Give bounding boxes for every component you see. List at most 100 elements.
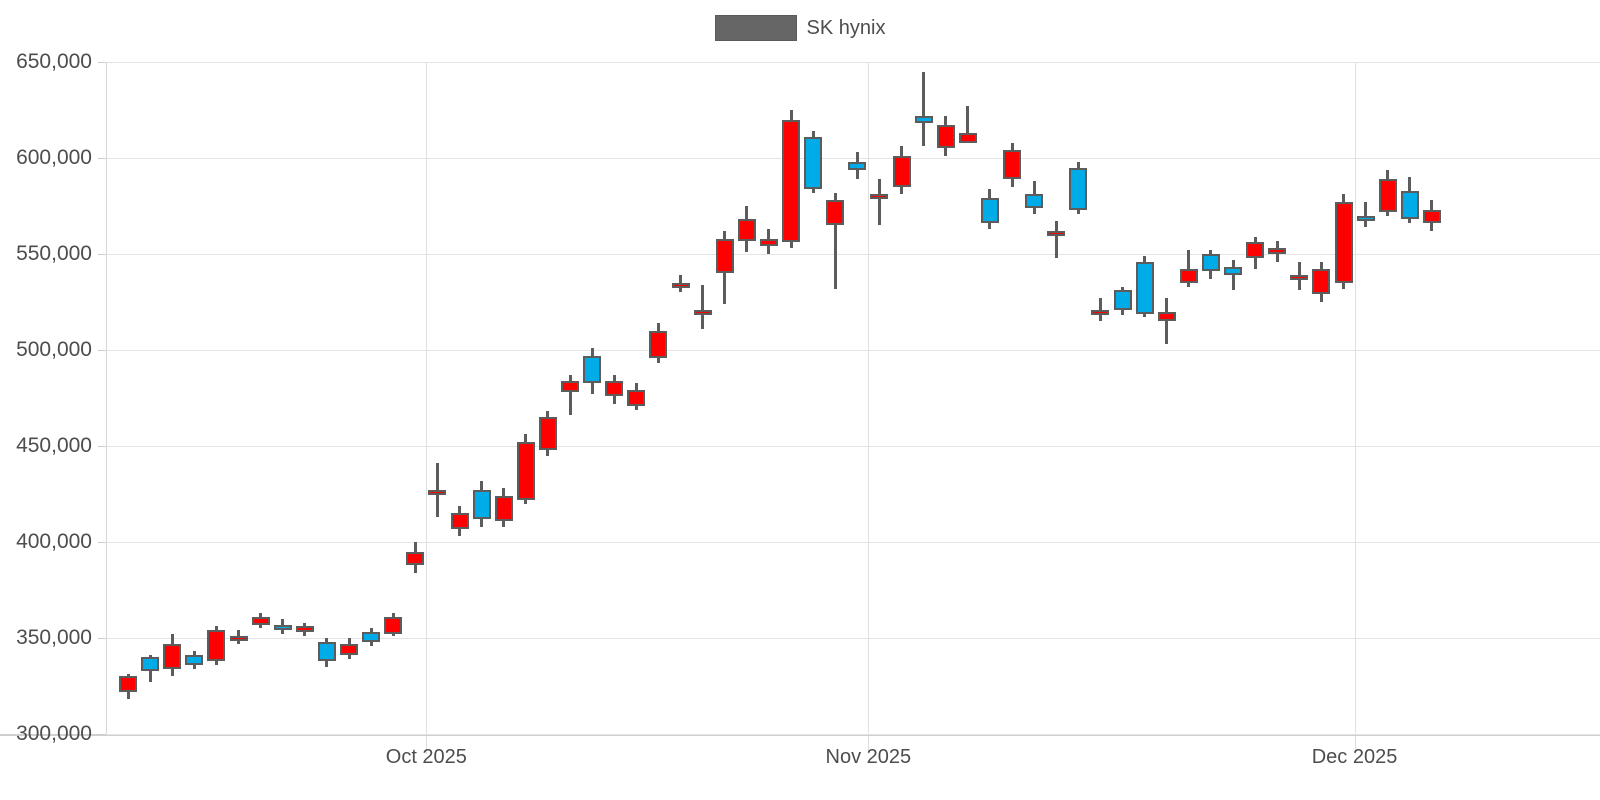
- candlestick[interactable]: [1091, 62, 1110, 734]
- candle-body: [1047, 230, 1066, 236]
- candlestick[interactable]: [251, 62, 270, 734]
- candlestick[interactable]: [1268, 62, 1287, 734]
- candlestick[interactable]: [538, 62, 557, 734]
- candlestick[interactable]: [494, 62, 513, 734]
- candlestick[interactable]: [737, 62, 756, 734]
- candlestick[interactable]: [1201, 62, 1220, 734]
- candle-body: [450, 513, 469, 529]
- candle-body: [1224, 267, 1242, 276]
- gridline-horizontal: [106, 350, 1600, 351]
- candlestick[interactable]: [759, 62, 778, 734]
- candle-body: [649, 330, 668, 358]
- candlestick[interactable]: [583, 62, 602, 734]
- candle-body: [1268, 248, 1287, 254]
- candlestick[interactable]: [119, 62, 137, 734]
- candlestick[interactable]: [1113, 62, 1132, 734]
- candlestick[interactable]: [384, 62, 403, 734]
- candle-wick: [568, 374, 572, 416]
- candlestick[interactable]: [804, 62, 823, 734]
- candlestick[interactable]: [1290, 62, 1309, 734]
- candlestick[interactable]: [782, 62, 800, 734]
- candlestick[interactable]: [980, 62, 999, 734]
- candlestick[interactable]: [317, 62, 336, 734]
- legend-label: SK hynix: [806, 16, 886, 39]
- candlestick[interactable]: [1246, 62, 1265, 734]
- candle-body: [583, 355, 602, 383]
- candlestick[interactable]: [715, 62, 734, 734]
- candlestick[interactable]: [1025, 62, 1044, 734]
- candle-body: [1246, 242, 1265, 258]
- candle-body: [185, 655, 204, 665]
- plot-area: [98, 62, 1600, 735]
- candle-body: [494, 495, 513, 521]
- y-axis-tick: [98, 62, 106, 63]
- candlestick[interactable]: [892, 62, 911, 734]
- candlestick[interactable]: [627, 62, 646, 734]
- y-axis-label: 550,000: [16, 242, 92, 265]
- x-axis-label: Dec 2025: [1311, 746, 1398, 768]
- y-axis-label: 400,000: [16, 530, 92, 553]
- candle-body: [627, 390, 646, 406]
- candlestick[interactable]: [472, 62, 491, 734]
- candlestick[interactable]: [1047, 62, 1066, 734]
- legend-item-sk-hynix[interactable]: SK hynix: [714, 15, 886, 41]
- candlestick[interactable]: [141, 62, 160, 734]
- candlestick[interactable]: [185, 62, 204, 734]
- candle-body: [428, 490, 447, 496]
- candle-body: [1201, 254, 1220, 272]
- candle-body: [1113, 290, 1132, 310]
- candlestick[interactable]: [163, 62, 182, 734]
- candlestick[interactable]: [1003, 62, 1021, 734]
- candlestick[interactable]: [605, 62, 624, 734]
- candle-wick: [1165, 298, 1169, 345]
- candlestick[interactable]: [936, 62, 955, 734]
- candle-body: [1312, 269, 1331, 295]
- candlestick[interactable]: [406, 62, 425, 734]
- candle-body: [715, 238, 734, 274]
- candlestick[interactable]: [914, 62, 933, 734]
- candlestick[interactable]: [1135, 62, 1154, 734]
- candle-body: [1179, 269, 1198, 283]
- x-axis-label: Oct 2025: [385, 746, 467, 768]
- candle-body: [472, 490, 491, 519]
- candle-body: [958, 133, 977, 143]
- gridline-horizontal: [106, 542, 1600, 543]
- candlestick[interactable]: [1312, 62, 1331, 734]
- candle-wick: [701, 284, 705, 329]
- candlestick[interactable]: [273, 62, 292, 734]
- candlestick[interactable]: [207, 62, 226, 734]
- candle-body: [1356, 215, 1375, 222]
- candlestick[interactable]: [428, 62, 447, 734]
- candlestick[interactable]: [561, 62, 579, 734]
- candle-body: [561, 380, 579, 393]
- candlestick[interactable]: [1422, 62, 1441, 734]
- candlestick[interactable]: [340, 62, 358, 734]
- candlestick[interactable]: [693, 62, 712, 734]
- y-axis-tick: [98, 446, 106, 447]
- candlestick[interactable]: [1334, 62, 1353, 734]
- candlestick[interactable]: [362, 62, 381, 734]
- candlestick[interactable]: [958, 62, 977, 734]
- candle-wick: [1364, 202, 1368, 228]
- candlestick[interactable]: [229, 62, 248, 734]
- candlestick[interactable]: [1356, 62, 1375, 734]
- candlestick[interactable]: [1069, 62, 1088, 734]
- x-axis-tick: [868, 736, 870, 754]
- candlestick[interactable]: [1378, 62, 1397, 734]
- candlestick[interactable]: [450, 62, 469, 734]
- candlestick[interactable]: [516, 62, 535, 734]
- candlestick[interactable]: [1224, 62, 1242, 734]
- candle-body: [605, 380, 624, 397]
- candlestick[interactable]: [649, 62, 668, 734]
- candlestick[interactable]: [295, 62, 314, 734]
- candle-body: [163, 643, 182, 669]
- y-axis-tick: [98, 638, 106, 639]
- candlestick[interactable]: [1400, 62, 1419, 734]
- candlestick[interactable]: [671, 62, 690, 734]
- candlestick[interactable]: [1179, 62, 1198, 734]
- candlestick[interactable]: [826, 62, 845, 734]
- candle-body: [1157, 311, 1176, 322]
- candlestick[interactable]: [1157, 62, 1176, 734]
- candlestick[interactable]: [848, 62, 867, 734]
- candlestick[interactable]: [870, 62, 889, 734]
